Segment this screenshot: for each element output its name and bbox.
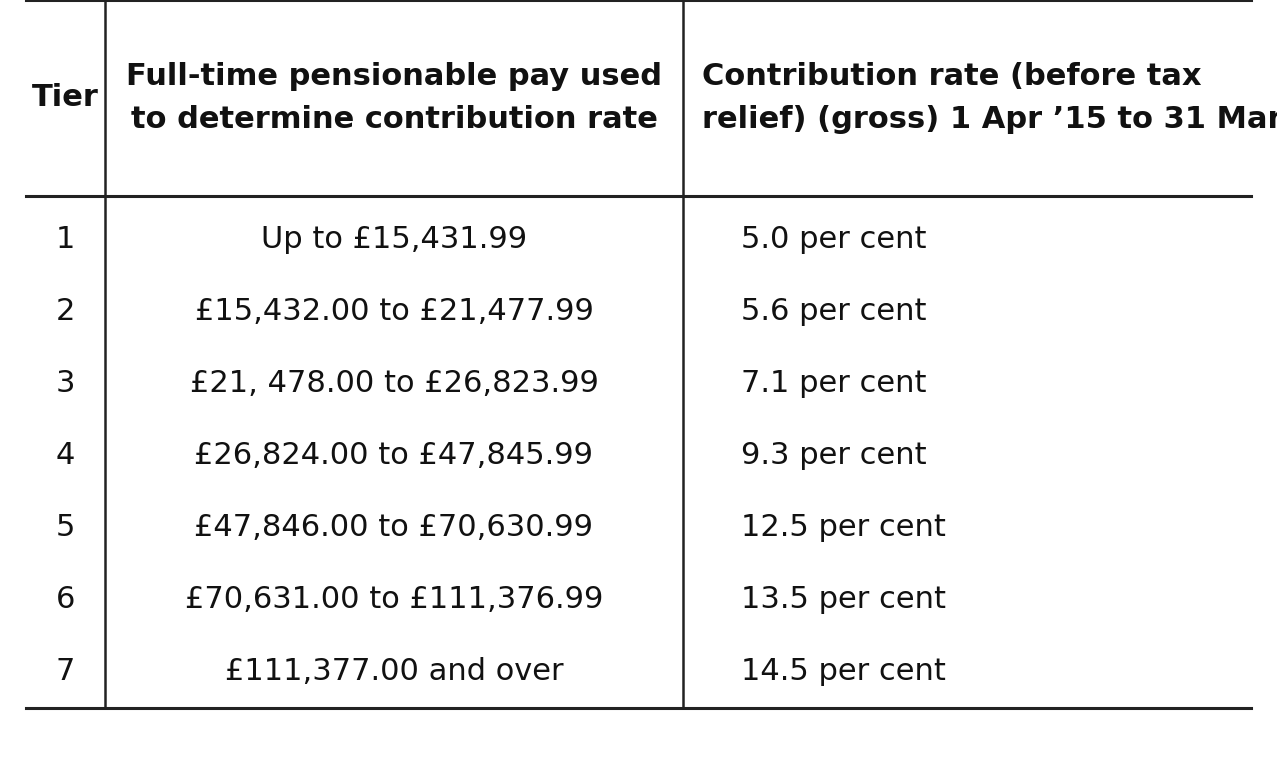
Text: 5.6 per cent: 5.6 per cent	[741, 297, 926, 326]
Text: 12.5 per cent: 12.5 per cent	[741, 513, 945, 542]
Text: £26,824.00 to £47,845.99: £26,824.00 to £47,845.99	[194, 441, 594, 470]
Text: £70,631.00 to £111,376.99: £70,631.00 to £111,376.99	[185, 585, 603, 614]
Text: £15,432.00 to £21,477.99: £15,432.00 to £21,477.99	[194, 297, 594, 326]
Text: £47,846.00 to £70,630.99: £47,846.00 to £70,630.99	[194, 513, 594, 542]
Text: Tier: Tier	[32, 84, 98, 112]
Text: 9.3 per cent: 9.3 per cent	[741, 441, 926, 470]
Text: Contribution rate (before tax
relief) (gross) 1 Apr ’15 to 31 Mar ’19: Contribution rate (before tax relief) (g…	[702, 62, 1277, 133]
Text: 4: 4	[55, 441, 75, 470]
Text: 2: 2	[55, 297, 75, 326]
Text: Up to £15,431.99: Up to £15,431.99	[261, 225, 527, 254]
Text: £111,377.00 and over: £111,377.00 and over	[225, 657, 563, 686]
Text: 13.5 per cent: 13.5 per cent	[741, 585, 946, 614]
Text: 6: 6	[55, 585, 75, 614]
Text: 5: 5	[55, 513, 75, 542]
Text: 3: 3	[55, 369, 75, 398]
Text: 14.5 per cent: 14.5 per cent	[741, 657, 945, 686]
Text: £21, 478.00 to £26,823.99: £21, 478.00 to £26,823.99	[189, 369, 599, 398]
Text: Full-time pensionable pay used
to determine contribution rate: Full-time pensionable pay used to determ…	[126, 62, 661, 133]
Text: 5.0 per cent: 5.0 per cent	[741, 225, 926, 254]
Text: 7.1 per cent: 7.1 per cent	[741, 369, 926, 398]
Text: 7: 7	[55, 657, 75, 686]
Text: 1: 1	[55, 225, 75, 254]
